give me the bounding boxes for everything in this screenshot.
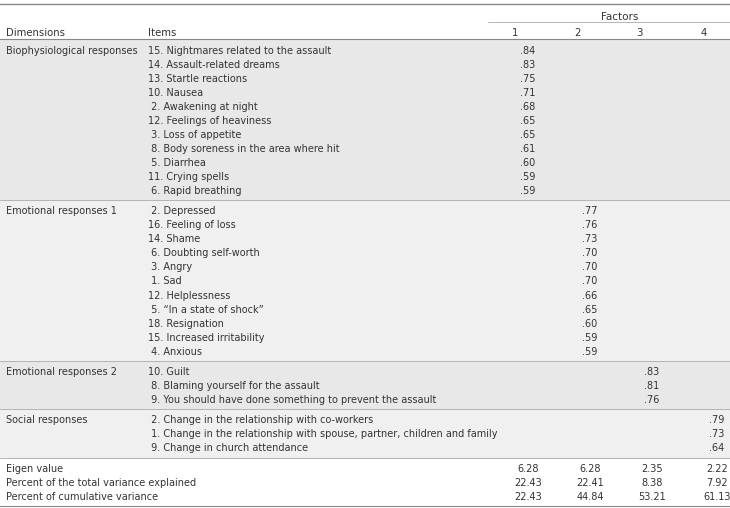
Text: 6.28: 6.28 bbox=[518, 464, 539, 474]
Text: 4. Anxious: 4. Anxious bbox=[148, 346, 202, 357]
Text: 1. Sad: 1. Sad bbox=[148, 276, 182, 287]
Text: 8.38: 8.38 bbox=[642, 478, 663, 488]
Text: 3. Angry: 3. Angry bbox=[148, 263, 192, 272]
Text: .73: .73 bbox=[710, 429, 725, 439]
Text: .59: .59 bbox=[583, 333, 598, 342]
Text: 2.35: 2.35 bbox=[641, 464, 663, 474]
Text: 5. Diarrhea: 5. Diarrhea bbox=[148, 158, 206, 168]
Bar bbox=[0, 39, 730, 200]
Text: .61: .61 bbox=[520, 144, 536, 154]
Text: 10. Nausea: 10. Nausea bbox=[148, 88, 203, 98]
Text: .84: .84 bbox=[520, 46, 536, 55]
Text: Social responses: Social responses bbox=[6, 416, 88, 425]
Text: 14. Shame: 14. Shame bbox=[148, 234, 200, 244]
Text: .76: .76 bbox=[645, 395, 660, 405]
Bar bbox=[0, 361, 730, 409]
Text: 4: 4 bbox=[701, 28, 707, 39]
Text: 8. Blaming yourself for the assault: 8. Blaming yourself for the assault bbox=[148, 381, 320, 391]
Text: 6. Rapid breathing: 6. Rapid breathing bbox=[148, 186, 242, 196]
Text: .59: .59 bbox=[520, 172, 536, 182]
Text: Factors: Factors bbox=[602, 12, 639, 22]
Text: 15. Nightmares related to the assault: 15. Nightmares related to the assault bbox=[148, 46, 331, 55]
Text: 2. Awakening at night: 2. Awakening at night bbox=[148, 102, 258, 112]
Text: 12. Feelings of heaviness: 12. Feelings of heaviness bbox=[148, 116, 272, 126]
Text: .73: .73 bbox=[583, 234, 598, 244]
Text: .60: .60 bbox=[520, 158, 536, 168]
Text: 2: 2 bbox=[574, 28, 580, 39]
Text: 11. Crying spells: 11. Crying spells bbox=[148, 172, 229, 182]
Text: .65: .65 bbox=[520, 130, 536, 140]
Text: .77: .77 bbox=[583, 206, 598, 216]
Text: Items: Items bbox=[148, 28, 177, 39]
Text: 15. Increased irritability: 15. Increased irritability bbox=[148, 333, 264, 342]
Text: 12. Helplessness: 12. Helplessness bbox=[148, 291, 231, 301]
Text: 22.41: 22.41 bbox=[576, 478, 604, 488]
Text: 44.84: 44.84 bbox=[576, 492, 604, 502]
Text: 6.28: 6.28 bbox=[579, 464, 601, 474]
Text: 3: 3 bbox=[636, 28, 642, 39]
Bar bbox=[0, 409, 730, 458]
Text: Percent of cumulative variance: Percent of cumulative variance bbox=[6, 492, 158, 502]
Text: .71: .71 bbox=[520, 88, 536, 98]
Text: 9. You should have done something to prevent the assault: 9. You should have done something to pre… bbox=[148, 395, 437, 405]
Text: Emotional responses 1: Emotional responses 1 bbox=[6, 206, 117, 216]
Text: .59: .59 bbox=[583, 346, 598, 357]
Text: 10. Guilt: 10. Guilt bbox=[148, 367, 190, 377]
Text: 2.22: 2.22 bbox=[706, 464, 728, 474]
Text: Percent of the total variance explained: Percent of the total variance explained bbox=[6, 478, 196, 488]
Text: 2. Change in the relationship with co-workers: 2. Change in the relationship with co-wo… bbox=[148, 416, 373, 425]
Text: 3. Loss of appetite: 3. Loss of appetite bbox=[148, 130, 242, 140]
Text: .70: .70 bbox=[583, 276, 598, 287]
Text: 22.43: 22.43 bbox=[514, 492, 542, 502]
Text: 22.43: 22.43 bbox=[514, 478, 542, 488]
Text: Biophysiological responses: Biophysiological responses bbox=[6, 46, 138, 55]
Text: .66: .66 bbox=[583, 291, 598, 301]
Text: Dimensions: Dimensions bbox=[6, 28, 65, 39]
Text: .65: .65 bbox=[520, 116, 536, 126]
Text: 16. Feeling of loss: 16. Feeling of loss bbox=[148, 220, 236, 230]
Text: 53.21: 53.21 bbox=[638, 492, 666, 502]
Text: 5. “In a state of shock”: 5. “In a state of shock” bbox=[148, 305, 264, 314]
Text: .70: .70 bbox=[583, 248, 598, 259]
Text: 18. Resignation: 18. Resignation bbox=[148, 319, 224, 329]
Text: 7.92: 7.92 bbox=[706, 478, 728, 488]
Text: .81: .81 bbox=[645, 381, 660, 391]
Text: 2. Depressed: 2. Depressed bbox=[148, 206, 215, 216]
Text: .59: .59 bbox=[520, 186, 536, 196]
Bar bbox=[0, 458, 730, 506]
Text: 1. Change in the relationship with spouse, partner, children and family: 1. Change in the relationship with spous… bbox=[148, 429, 498, 439]
Text: Eigen value: Eigen value bbox=[6, 464, 63, 474]
Bar bbox=[0, 200, 730, 361]
Text: .70: .70 bbox=[583, 263, 598, 272]
Text: 8. Body soreness in the area where hit: 8. Body soreness in the area where hit bbox=[148, 144, 339, 154]
Text: .83: .83 bbox=[520, 59, 536, 70]
Text: .83: .83 bbox=[645, 367, 660, 377]
Text: Emotional responses 2: Emotional responses 2 bbox=[6, 367, 117, 377]
Text: 14. Assault-related dreams: 14. Assault-related dreams bbox=[148, 59, 280, 70]
Text: .75: .75 bbox=[520, 74, 536, 84]
Text: 9. Change in church attendance: 9. Change in church attendance bbox=[148, 443, 308, 454]
Text: .76: .76 bbox=[583, 220, 598, 230]
Text: .65: .65 bbox=[583, 305, 598, 314]
Text: 1: 1 bbox=[512, 28, 518, 39]
Text: .60: .60 bbox=[583, 319, 598, 329]
Text: 61.13: 61.13 bbox=[703, 492, 730, 502]
Text: .64: .64 bbox=[710, 443, 725, 454]
Text: 6. Doubting self-worth: 6. Doubting self-worth bbox=[148, 248, 260, 259]
Text: 13. Startle reactions: 13. Startle reactions bbox=[148, 74, 247, 84]
Text: .68: .68 bbox=[520, 102, 536, 112]
Text: .79: .79 bbox=[710, 416, 725, 425]
